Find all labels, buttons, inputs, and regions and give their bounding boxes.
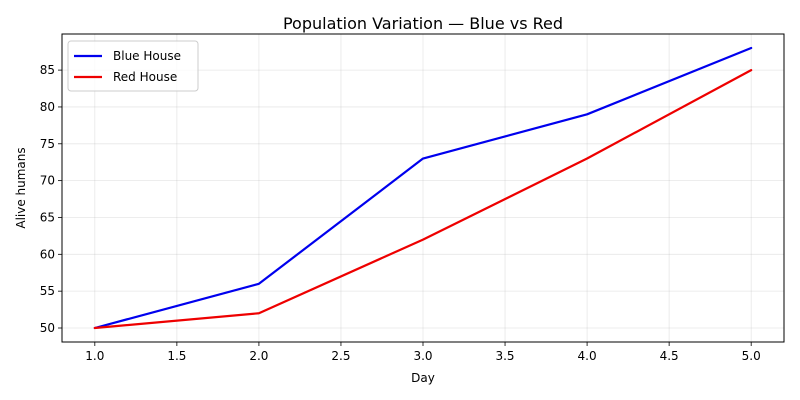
plot-area-frame [61, 33, 785, 343]
x-axis-ticks: 1.0 1.5 2.0 2.5 3.0 3.5 4.0 4.5 5.0 [85, 342, 761, 363]
x-tick-label-5: 5.0 [742, 349, 761, 363]
x-tick-label-2-5: 2.5 [331, 349, 350, 363]
y-tick-label-50: 50 [40, 321, 55, 335]
legend-label-red-house: Red House [113, 70, 177, 84]
y-tick-label-70: 70 [40, 174, 55, 188]
y-tick-label-75: 75 [40, 137, 55, 151]
legend-label-blue-house: Blue House [113, 49, 181, 63]
y-tick-label-65: 65 [40, 210, 55, 224]
x-tick-label-3: 3.0 [413, 349, 432, 363]
x-tick-label-4-5: 4.5 [660, 349, 679, 363]
y-axis-ticks: 50 55 60 65 70 75 80 85 [40, 63, 62, 335]
x-axis-label: Day [411, 371, 435, 385]
x-tick-label-3-5: 3.5 [495, 349, 514, 363]
x-tick-label-1-5: 1.5 [167, 349, 186, 363]
x-tick-label-2: 2.0 [249, 349, 268, 363]
x-tick-label-4: 4.0 [578, 349, 597, 363]
series-line-red-house [93, 69, 753, 330]
series-lines [93, 46, 753, 330]
y-tick-label-85: 85 [40, 63, 55, 77]
legend-box [67, 40, 199, 92]
legend: Blue House Red House [67, 40, 199, 92]
y-tick-label-55: 55 [40, 284, 55, 298]
chart-title: Population Variation — Blue vs Red [283, 14, 563, 33]
x-tick-label-1: 1.0 [85, 349, 104, 363]
y-tick-label-80: 80 [40, 100, 55, 114]
series-line-blue-house [93, 46, 753, 330]
y-axis-label: Alive humans [14, 147, 28, 228]
y-tick-label-60: 60 [40, 247, 55, 261]
grid [62, 34, 784, 342]
